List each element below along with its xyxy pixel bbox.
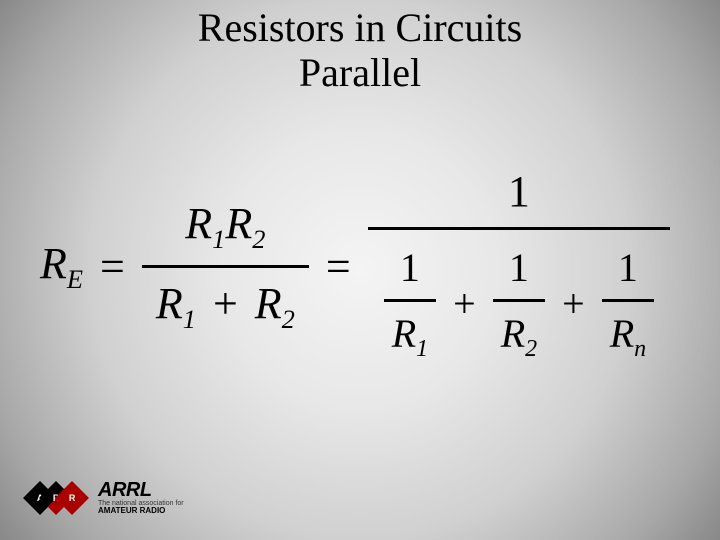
- fraction-1: R1R2 R1 + R2: [142, 192, 309, 341]
- title-line-1: Resistors in Circuits: [198, 5, 522, 50]
- lhs-subscript: E: [67, 264, 83, 294]
- slide-title: Resistors in Circuits Parallel: [0, 6, 720, 96]
- plus-2: +: [562, 280, 585, 327]
- fraction-2-denominator: 1 R1 + 1 R2 + 1 Rn: [368, 230, 670, 373]
- logo-brand: ARRL: [98, 480, 184, 500]
- arrl-logo: A R R ARRL The national association for …: [28, 480, 184, 516]
- logo-text: ARRL The national association for AMATEU…: [98, 480, 184, 516]
- equals-1: =: [100, 241, 125, 292]
- equals-2: =: [326, 241, 351, 292]
- lhs: RE: [40, 238, 83, 295]
- formula: RE = R1R2 R1 + R2 = 1 1 R1 + 1: [40, 160, 700, 373]
- slide: Resistors in Circuits Parallel RE = R1R2…: [0, 0, 720, 540]
- term-2: 1 R2: [493, 240, 545, 367]
- fraction-1-numerator: R1R2: [142, 192, 309, 268]
- lhs-symbol: R: [40, 239, 67, 288]
- fraction-1-denominator: R1 + R2: [142, 268, 309, 341]
- term-1: 1 R1: [384, 240, 436, 367]
- fraction-2-numerator: 1: [368, 160, 670, 230]
- logo-tagline: The national association for AMATEUR RAD…: [98, 500, 184, 516]
- title-line-2: Parallel: [299, 50, 421, 95]
- logo-badge: A R R: [28, 486, 84, 510]
- plus-1: +: [453, 280, 476, 327]
- fraction-2: 1 1 R1 + 1 R2 + 1 Rn: [368, 160, 670, 373]
- term-n: 1 Rn: [602, 240, 654, 367]
